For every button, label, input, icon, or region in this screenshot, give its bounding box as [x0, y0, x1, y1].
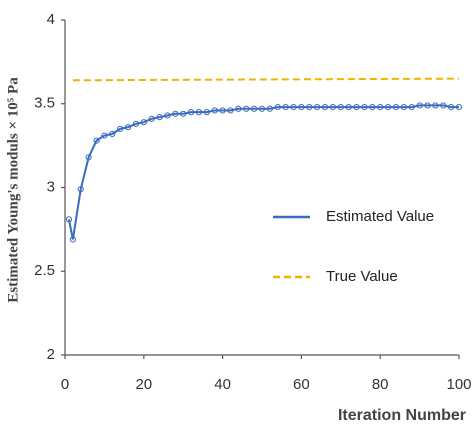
point: [148, 115, 155, 122]
point: [172, 110, 179, 117]
point: [432, 102, 439, 109]
y-tick-label: 2.5: [34, 262, 55, 279]
point: [243, 105, 250, 112]
point: [69, 236, 76, 243]
point: [416, 102, 423, 109]
point: [337, 104, 344, 111]
point: [65, 216, 73, 223]
point: [203, 109, 210, 116]
point: [258, 105, 266, 112]
x-tick-label: 80: [372, 376, 389, 393]
x-tick-label: 0: [61, 376, 69, 393]
point: [448, 104, 455, 111]
point: [266, 105, 273, 112]
point: [282, 104, 289, 111]
x-axis-label: Iteration Number: [338, 407, 466, 424]
point: [180, 110, 187, 117]
point: [400, 104, 407, 111]
series-line: [72, 77, 460, 82]
point: [211, 107, 218, 114]
x-tick-label: 100: [446, 376, 471, 393]
point: [251, 105, 258, 112]
y-tick-label: 3.5: [34, 95, 55, 112]
point: [109, 130, 116, 137]
point: [455, 104, 463, 111]
point: [77, 186, 84, 193]
legend-label: Estimated Value: [326, 208, 434, 225]
point: [124, 124, 132, 131]
point: [235, 105, 242, 112]
point: [306, 104, 313, 111]
point: [164, 112, 171, 119]
y-tick-label: 4: [47, 11, 55, 28]
point: [227, 107, 234, 114]
point: [156, 114, 163, 121]
legend-label: True Value: [326, 268, 398, 285]
point: [424, 102, 431, 109]
point: [132, 120, 140, 127]
y-tick-label: 2: [47, 346, 55, 363]
point: [392, 104, 400, 111]
point: [329, 104, 337, 111]
point: [408, 104, 415, 111]
y-axis-label: Estimated Young's moduls × 10⁵ Pa: [5, 77, 21, 303]
point: [298, 104, 305, 111]
point: [361, 104, 368, 111]
x-tick-label: 20: [135, 376, 152, 393]
point: [353, 104, 360, 111]
point: [274, 104, 281, 111]
point: [290, 104, 297, 111]
y-tick-label: 3: [47, 178, 55, 195]
point: [219, 107, 226, 114]
x-tick-label: 40: [214, 376, 231, 393]
point: [187, 109, 195, 116]
x-tick-label: 60: [293, 376, 310, 393]
point: [195, 109, 203, 116]
point: [377, 104, 384, 111]
point: [384, 104, 392, 111]
point: [101, 132, 108, 139]
point: [314, 104, 321, 111]
point: [117, 125, 124, 132]
point: [440, 102, 447, 109]
point: [140, 119, 147, 126]
point: [93, 137, 100, 144]
point: [369, 104, 376, 111]
point: [321, 104, 329, 111]
point: [85, 154, 92, 161]
point: [345, 104, 352, 111]
